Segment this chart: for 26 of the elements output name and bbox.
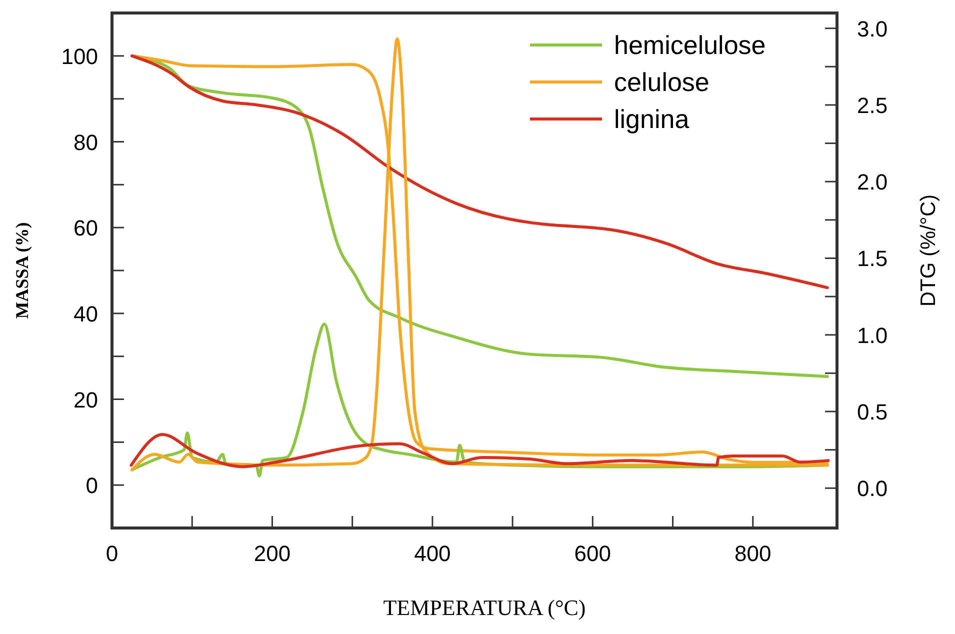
legend-label: lignina xyxy=(614,104,690,134)
x-tick-label: 600 xyxy=(574,541,612,566)
y2-tick-label: 1.0 xyxy=(857,322,888,348)
line-series xyxy=(130,54,829,290)
line-series xyxy=(130,433,830,468)
y2-tick-label: 1.5 xyxy=(857,246,888,272)
x-axis-title: TEMPERATURA (°C) xyxy=(383,595,586,620)
y2-tick-label: 2.5 xyxy=(857,92,888,118)
y2-axis-title: DTG (%/°C) xyxy=(917,194,940,307)
y-tick-label: 20 xyxy=(74,387,98,412)
y2-tick-label: 0.5 xyxy=(857,400,888,425)
y-tick-label: 40 xyxy=(74,301,98,326)
legend-label: hemicelulose xyxy=(614,30,766,60)
x-tick-label: 0 xyxy=(106,541,118,566)
y2-tick-label: 2.0 xyxy=(857,170,888,195)
x-tick-label: 400 xyxy=(414,541,451,566)
y-tick-label: 0 xyxy=(86,473,98,498)
y-tick-label: 80 xyxy=(74,130,98,155)
y-axis-title: MASSA (%) xyxy=(12,222,32,319)
x-tick-label: 200 xyxy=(254,541,291,566)
y-tick-label: 60 xyxy=(74,216,98,241)
y-tick-label: 100 xyxy=(61,44,98,69)
y2-tick-label: 0.0 xyxy=(857,476,888,502)
x-tick-label: 800 xyxy=(734,541,772,566)
legend-label: celulose xyxy=(614,67,710,97)
y2-tick-label: 3.0 xyxy=(857,16,888,42)
